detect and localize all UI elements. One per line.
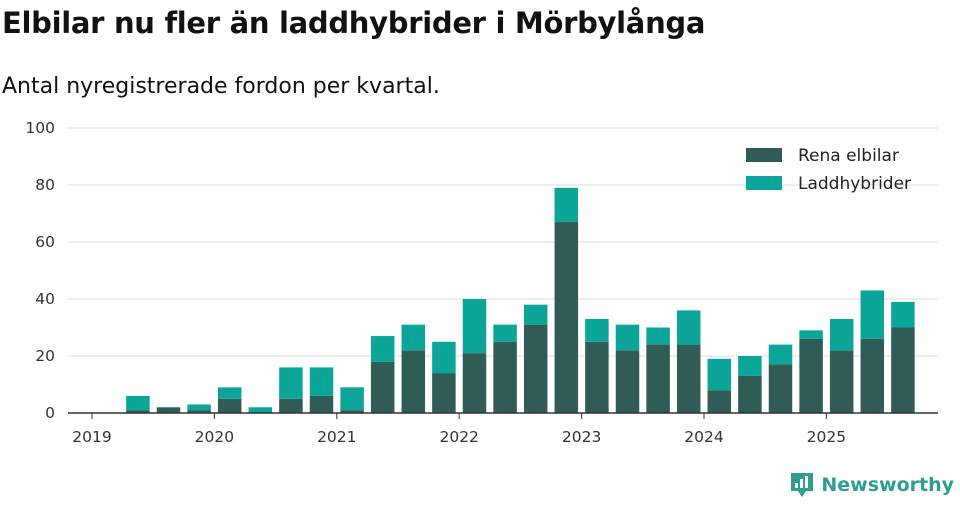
- y-tick-label: 100: [25, 119, 55, 137]
- x-tick-label: 2020: [195, 428, 234, 446]
- brand-name: Newsworthy: [821, 474, 954, 496]
- bar-rena-elbilar-2025-Q1: [829, 350, 854, 413]
- bar-rena-elbilar-2025-Q3: [891, 327, 915, 413]
- x-tick-label: 2022: [439, 428, 478, 446]
- bar-rena-elbilar-2021-Q1: [340, 410, 364, 413]
- bar-rena-elbilar-2019-Q3: [156, 407, 181, 413]
- bar-laddhybrider-2020-Q3: [279, 367, 303, 399]
- bar-rena-elbilar-2019-Q2: [126, 410, 150, 413]
- bar-laddhybrider-2020-Q4: [309, 367, 334, 396]
- bar-rena-elbilar-2023-Q4: [676, 344, 701, 413]
- y-tick-label: 80: [35, 176, 55, 194]
- bar-rena-elbilar-2022-Q4: [554, 222, 579, 413]
- x-tick-label: 2025: [807, 428, 846, 446]
- bar-rena-elbilar-2021-Q2: [370, 361, 395, 413]
- x-tick-label: 2021: [317, 428, 356, 446]
- bar-laddhybrider-2019-Q2: [126, 395, 150, 411]
- bar-rena-elbilar-2025-Q2: [860, 338, 885, 413]
- bar-rena-elbilar-2020-Q4: [309, 395, 334, 413]
- stacked-bar-chart: 0 20 40 60 80 100 2019 2020 2021 2022 2023 2024 202…: [25, 119, 938, 446]
- bar-laddhybrider-2023-Q1: [585, 318, 609, 342]
- bar-rena-elbilar-2023-Q2: [615, 350, 640, 413]
- bar-laddhybrider-2021-Q2: [370, 336, 395, 362]
- bar-laddhybrider-2022-Q2: [493, 324, 517, 342]
- bar-laddhybrider-2023-Q3: [646, 327, 670, 345]
- x-tick-label: 2023: [562, 428, 601, 446]
- bar-rena-elbilar-2022-Q1: [462, 353, 487, 413]
- bar-rena-elbilar-2019-Q4: [187, 410, 211, 413]
- bar-rena-elbilar-2021-Q3: [401, 350, 426, 413]
- bar-laddhybrider-2024-Q3: [768, 344, 793, 365]
- bar-laddhybrider-2021-Q4: [432, 341, 456, 374]
- bar-laddhybrider-2024-Q1: [707, 358, 732, 391]
- y-tick-label: 0: [45, 404, 55, 422]
- bar-rena-elbilar-2021-Q4: [432, 373, 456, 413]
- bar-rena-elbilar-2023-Q3: [646, 344, 670, 413]
- bar-rena-elbilar-2022-Q2: [493, 341, 517, 413]
- bar-laddhybrider-2019-Q4: [187, 404, 211, 411]
- x-tick-label: 2024: [684, 428, 723, 446]
- bar-laddhybrider-2022-Q3: [523, 304, 548, 325]
- legend: Rena elbilar Laddhybrider: [746, 146, 911, 194]
- bar-laddhybrider-2024-Q4: [799, 330, 823, 339]
- bar-rena-elbilar-2020-Q1: [217, 398, 242, 413]
- bar-rena-elbilar-2023-Q1: [585, 341, 609, 413]
- bars: [126, 187, 915, 413]
- bar-laddhybrider-2022-Q4: [554, 187, 579, 223]
- bar-laddhybrider-2020-Q2: [248, 407, 273, 413]
- legend-label-rena-elbilar: Rena elbilar: [798, 146, 899, 166]
- bar-laddhybrider-2020-Q1: [217, 387, 242, 399]
- chart-title: Elbilar nu fler än laddhybrider i Mörbyl…: [2, 6, 706, 40]
- bar-laddhybrider-2021-Q1: [340, 387, 364, 411]
- legend-swatch-rena-elbilar: [746, 148, 782, 162]
- y-tick-label: 20: [35, 347, 55, 365]
- bar-laddhybrider-2021-Q3: [401, 324, 426, 351]
- bar-laddhybrider-2025-Q2: [860, 290, 885, 339]
- legend-swatch-laddhybrider: [746, 176, 782, 190]
- bar-rena-elbilar-2022-Q3: [523, 324, 548, 413]
- axes: 2019 2020 2021 2022 2023 2024 2025: [68, 412, 938, 446]
- bar-chart-logo-icon: [791, 473, 814, 497]
- bar-laddhybrider-2025-Q1: [829, 318, 854, 351]
- gridlines: 0 20 40 60 80 100: [25, 119, 938, 422]
- y-tick-label: 60: [35, 233, 55, 251]
- bar-rena-elbilar-2020-Q3: [279, 398, 303, 413]
- bar-laddhybrider-2024-Q2: [738, 356, 762, 376]
- bar-rena-elbilar-2024-Q4: [799, 338, 823, 413]
- bar-laddhybrider-2025-Q3: [891, 301, 915, 328]
- bar-rena-elbilar-2024-Q3: [768, 364, 793, 413]
- bar-laddhybrider-2022-Q1: [462, 299, 487, 354]
- y-tick-label: 40: [35, 290, 55, 308]
- bar-rena-elbilar-2024-Q1: [707, 390, 732, 413]
- bar-rena-elbilar-2024-Q2: [738, 375, 762, 413]
- chart-subtitle: Antal nyregistrerade fordon per kvartal.: [2, 74, 440, 99]
- bar-laddhybrider-2023-Q2: [615, 324, 640, 351]
- legend-label-laddhybrider: Laddhybrider: [798, 174, 911, 194]
- brand-logo: Newsworthy: [789, 471, 954, 499]
- bar-laddhybrider-2023-Q4: [676, 310, 701, 345]
- x-tick-label: 2019: [72, 428, 111, 446]
